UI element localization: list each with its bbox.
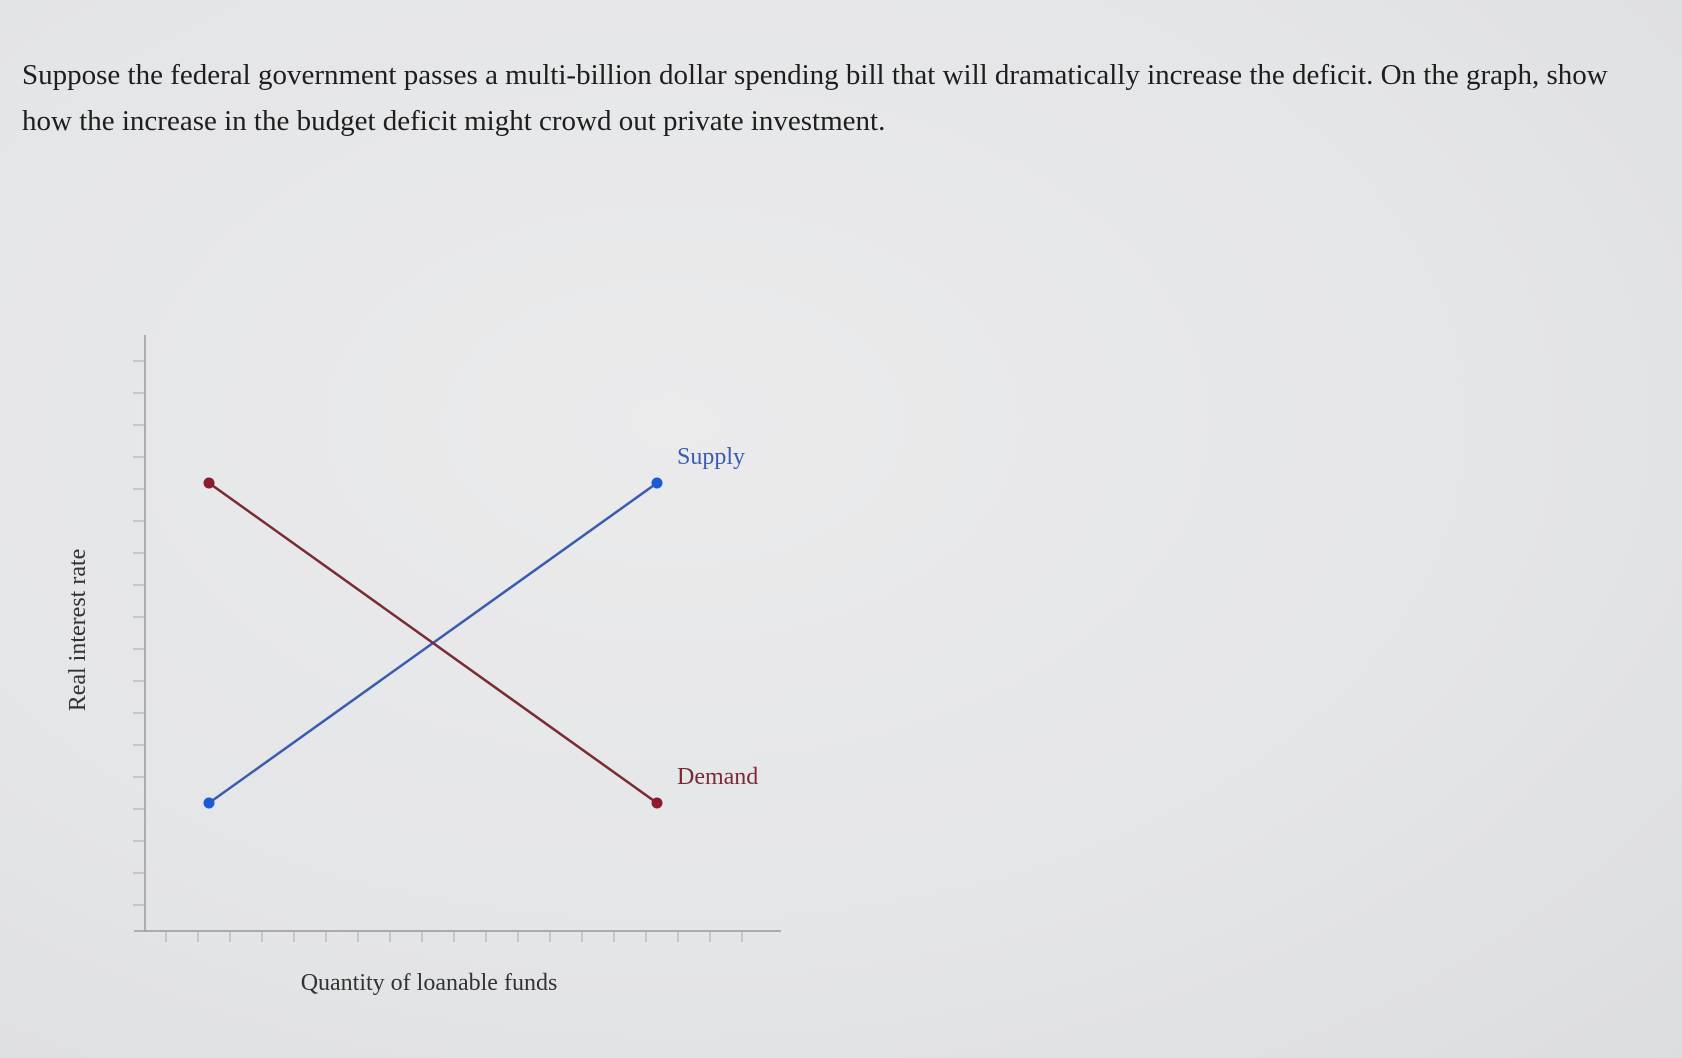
demand-endpoint[interactable]: [651, 797, 663, 809]
x-axis-label: Quantity of loanable funds: [301, 970, 558, 996]
demand-line[interactable]: [208, 481, 658, 805]
demand-label: Demand: [677, 764, 758, 790]
supply-endpoint[interactable]: [651, 477, 663, 489]
supply-endpoint[interactable]: [203, 797, 215, 809]
question-text: Suppose the federal government passes a …: [22, 59, 1608, 137]
supply-label: Supply: [677, 444, 745, 470]
demand-endpoint[interactable]: [203, 477, 215, 489]
y-axis-label: Real interest rate: [65, 549, 91, 712]
